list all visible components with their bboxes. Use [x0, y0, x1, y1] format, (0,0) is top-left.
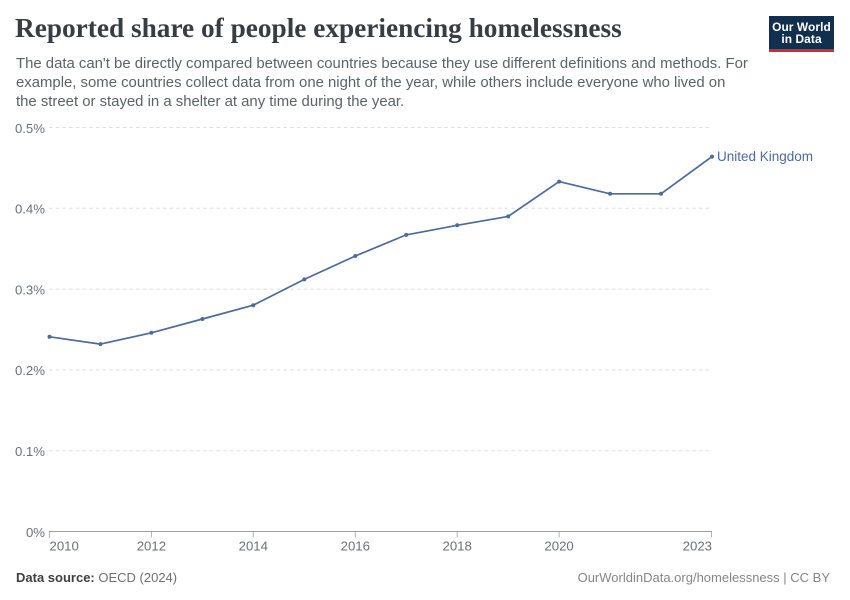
svg-text:2023: 2023	[683, 538, 712, 553]
svg-text:United Kingdom: United Kingdom	[717, 149, 813, 164]
svg-text:2020: 2020	[544, 538, 573, 553]
svg-text:2014: 2014	[239, 538, 268, 553]
svg-text:0.2%: 0.2%	[15, 363, 45, 378]
svg-text:2016: 2016	[341, 538, 370, 553]
svg-text:0%: 0%	[26, 525, 45, 540]
svg-text:2010: 2010	[50, 539, 79, 554]
svg-text:2018: 2018	[443, 538, 472, 553]
svg-text:0.1%: 0.1%	[15, 444, 45, 459]
svg-text:0.4%: 0.4%	[15, 202, 45, 217]
svg-text:0.3%: 0.3%	[15, 282, 45, 297]
svg-text:2012: 2012	[137, 538, 166, 553]
svg-text:0.5%: 0.5%	[15, 121, 45, 136]
